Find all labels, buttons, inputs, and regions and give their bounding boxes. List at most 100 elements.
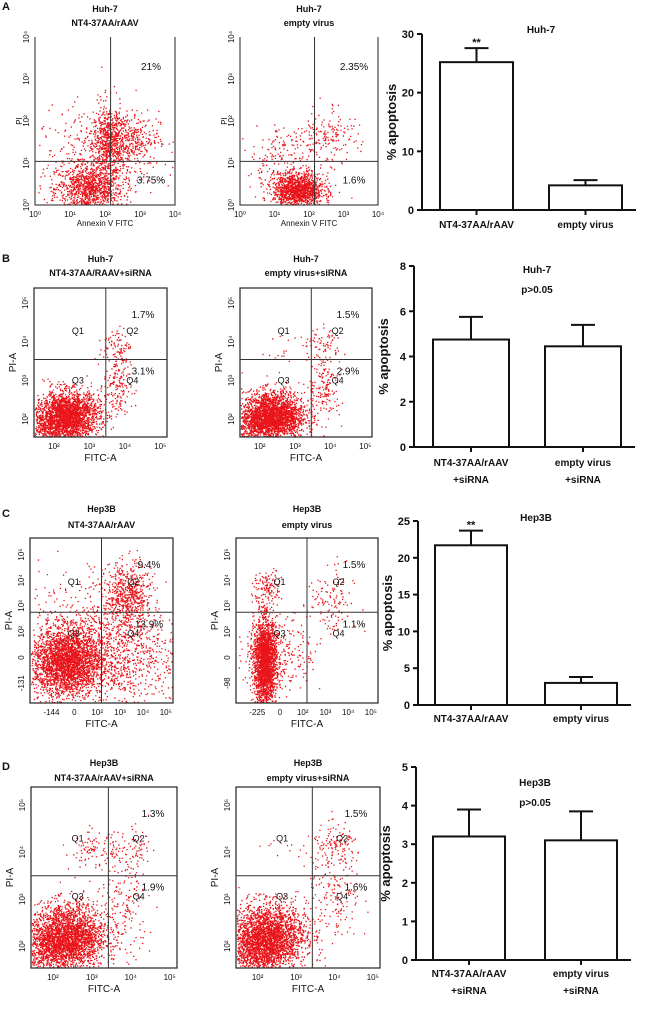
flow-plot-title: NT4-37AA/rAAV [71, 18, 138, 28]
flow-cytometry-plot: Hep3B NT4-37AA/rAAV+siRNA 10² 10³ 10⁴ 10⁵ 10² 1… [5, 758, 178, 995]
x-tick-label: 10⁵ [160, 708, 172, 717]
quadrant-label-q4: Q4 [126, 376, 138, 386]
bar [544, 345, 622, 449]
flow-plot-title: Huh-7 [92, 4, 118, 14]
scatter-points [31, 814, 158, 969]
x-tick-label: -144 [43, 708, 60, 717]
flow-cytometry-plot: Huh-7 empty virus 10⁰ 10¹ 10² 10³ 10⁴ 10⁰ 10¹ 10²… [220, 4, 385, 228]
quadrant-label-q2: Q2 [336, 833, 348, 843]
y-tick-label: 10⁵ [21, 297, 30, 309]
x-category-label: NT4-37AA/rAAV [439, 220, 514, 231]
bar-chart: 0 1 2 3 4 5 % apoptosis NT4-37AA/rAAV +siRNA empt… [378, 762, 631, 997]
chart-title: Huh-7 [527, 25, 556, 36]
plot-frame [30, 786, 178, 969]
x-tick-label: 10⁴ [169, 210, 182, 219]
y-tick-label: 0 [404, 700, 410, 712]
flow-plot-title: empty virus+siRNA [265, 268, 348, 278]
scatter-points [240, 323, 346, 438]
lower-right-percentage: 1.6% [343, 175, 366, 186]
y-tick-label: 10⁴ [21, 335, 30, 348]
x-tick-label: 10³ [114, 708, 126, 717]
y-tick-label: 20 [398, 553, 410, 565]
y-tick-label: 10² [21, 413, 30, 425]
y-tick-label: 0 [223, 655, 232, 660]
x-tick-label: 10³ [320, 708, 332, 717]
y-tick-label: 10⁴ [22, 30, 31, 43]
x-tick-label: 10⁰ [234, 210, 246, 219]
upper-right-percentage: 1.5% [345, 809, 368, 820]
y-tick-label: -98 [223, 677, 232, 689]
y-tick-label: 5 [404, 663, 410, 675]
scatter-points [236, 810, 369, 968]
y-tick-label: 10 [402, 146, 414, 158]
plot-frame [239, 287, 373, 438]
panel-label: A [2, 1, 10, 13]
y-tick-label: 10² [223, 940, 232, 952]
x-tick-label: 10² [91, 708, 103, 717]
bar [548, 184, 623, 211]
y-tick-label: 30 [402, 29, 414, 41]
y-tick-label: 10⁰ [227, 199, 236, 211]
x-category-label: empty virus [553, 969, 610, 980]
x-tick-label: 10⁴ [342, 708, 355, 717]
y-tick-label: 10³ [21, 374, 30, 386]
x-tick-label: 10⁵ [154, 442, 166, 451]
scatter-points [242, 97, 364, 206]
x-tick-label: 10³ [134, 210, 146, 219]
y-tick-label: 10³ [17, 600, 26, 612]
scatter-points [238, 556, 366, 704]
flow-plot-title: NT4-37AA/RAAV+siRNA [49, 268, 152, 278]
y-tick-label: 10⁵ [17, 548, 26, 560]
flow-plot-title: Huh-7 [296, 4, 322, 14]
bar [439, 61, 514, 211]
lower-right-percentage: 2.9% [337, 367, 360, 378]
x-tick-label: 0 [72, 708, 77, 717]
x-tick-label: 10⁵ [367, 973, 379, 982]
y-tick-label: 0 [408, 205, 414, 217]
chart-title: Hep3B [519, 778, 551, 789]
y-tick-label: 10³ [223, 893, 232, 905]
x-category-label: +siRNA [451, 986, 487, 997]
x-axis-label: FITC-A [84, 453, 117, 464]
x-category-label: empty virus [553, 714, 610, 725]
x-axis-label: FITC-A [291, 719, 324, 730]
y-tick-label: 10⁵ [223, 799, 232, 811]
y-tick-label: 25 [398, 516, 410, 528]
x-tick-label: 10⁰ [29, 210, 41, 219]
y-tick-label: 2 [402, 878, 408, 890]
flow-plot-title: Hep3B [87, 504, 116, 514]
y-tick-label: 10⁵ [223, 548, 232, 560]
y-axis-label: PI-A [8, 352, 19, 372]
bar-chart: 0 5 10 15 20 25 % apoptosis ** NT4-37AA/rAAV empt… [380, 513, 631, 725]
y-axis-label: PI-A [5, 867, 16, 887]
x-axis-label: FITC-A [88, 984, 121, 995]
y-tick-label: 10³ [227, 73, 236, 85]
y-tick-label: 10² [17, 626, 26, 638]
x-axis-label: FITC-A [290, 453, 323, 464]
y-axis-label: PI-A [210, 867, 221, 887]
flow-cytometry-plot: Huh-7 empty virus+siRNA 10² 10³ 10⁴ 10⁵ 10² 10³… [214, 254, 373, 464]
quadrant-label-q2: Q2 [126, 326, 138, 336]
y-tick-label: 0 [17, 655, 26, 660]
flow-plot-title: NT4-37AA/rAAV+siRNA [54, 773, 154, 783]
y-axis-label: % apoptosis [376, 318, 391, 395]
x-tick-label: 10⁴ [119, 442, 132, 451]
y-tick-label: 20 [402, 88, 414, 100]
x-tick-label: 10¹ [269, 210, 281, 219]
panel-label: D [2, 761, 10, 773]
y-tick-label: 10² [227, 413, 236, 425]
x-tick-label: 10⁴ [372, 210, 385, 219]
x-tick-label: 10² [252, 973, 264, 982]
y-tick-label: 10¹ [227, 157, 236, 169]
lower-right-percentage: 1.6% [345, 883, 368, 894]
significance-marker: ** [467, 520, 476, 532]
x-tick-label: 10⁵ [164, 973, 176, 982]
x-tick-label: 10⁴ [125, 973, 138, 982]
quadrant-label-q1: Q1 [72, 326, 84, 336]
y-tick-label: 10³ [22, 73, 31, 85]
y-axis-label: % apoptosis [380, 575, 395, 652]
x-category-label: NT4-37AA/rAAV [434, 458, 509, 469]
bar [432, 835, 506, 961]
x-axis-label: Annexin V FITC [281, 219, 338, 228]
x-tick-label: 10³ [86, 973, 98, 982]
